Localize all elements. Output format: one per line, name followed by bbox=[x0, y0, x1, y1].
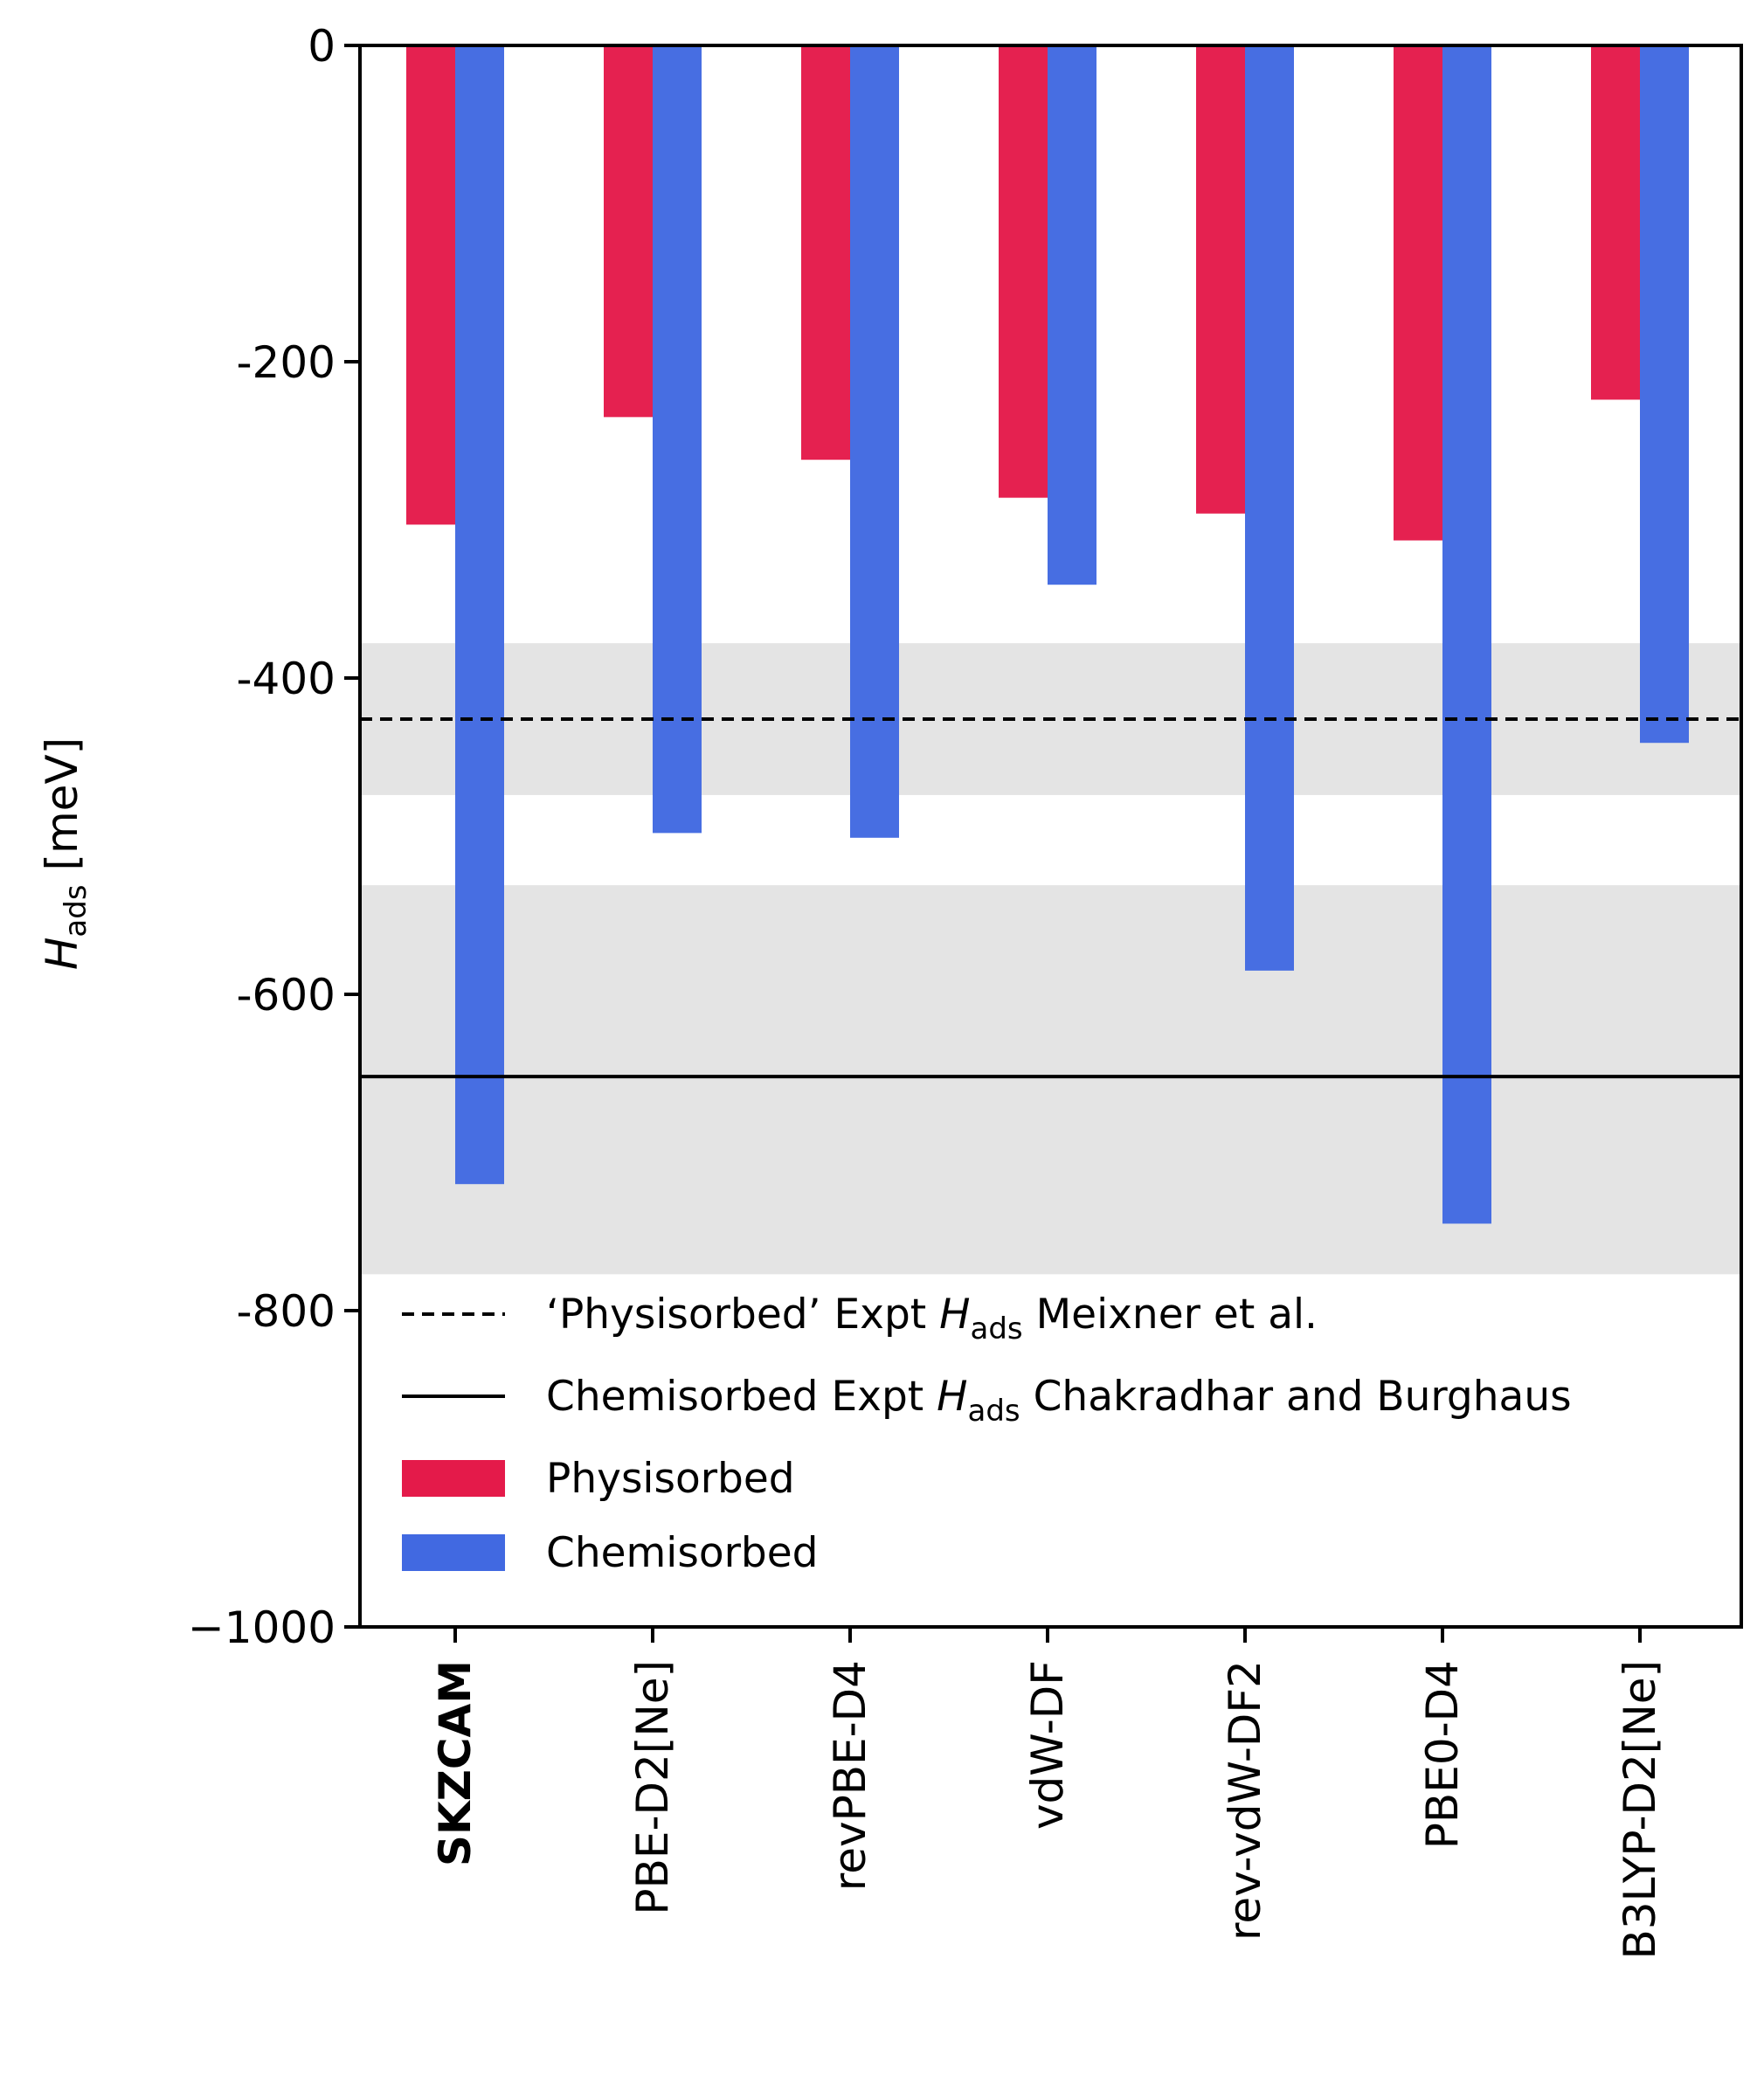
y-tick-label: -200 bbox=[237, 337, 336, 388]
legend-label: ‘Physisorbed’ Expt Hads Meixner et al. bbox=[546, 1291, 1318, 1346]
y-tick-label: -600 bbox=[237, 970, 336, 1021]
x-category-label: B3LYP-D2[Ne] bbox=[1615, 1660, 1665, 1959]
legend-label: Chemisorbed Expt Hads Chakradhar and Bur… bbox=[546, 1373, 1572, 1429]
legend-swatch-chemisorbed bbox=[402, 1534, 505, 1571]
legend: ‘Physisorbed’ Expt Hads Meixner et al. Ch… bbox=[402, 1291, 1572, 1577]
y-axis-label: Hads [meV] bbox=[37, 737, 93, 970]
legend-label: Physisorbed bbox=[546, 1455, 795, 1503]
reference-lines bbox=[360, 717, 1741, 1079]
bar-physisorbed-6 bbox=[1591, 45, 1640, 400]
bar-physisorbed-5 bbox=[1394, 45, 1442, 541]
bar-chemisorbed-1 bbox=[653, 45, 702, 834]
y-tick-label: -800 bbox=[237, 1286, 336, 1337]
bar-chemisorbed-0 bbox=[455, 45, 504, 1185]
band-1 bbox=[360, 885, 1741, 1275]
legend-label: Chemisorbed bbox=[546, 1529, 819, 1577]
bar-chemisorbed-5 bbox=[1442, 45, 1491, 1224]
x-category-label: PBE-D2[Ne] bbox=[627, 1660, 678, 1915]
legend-swatch-physisorbed bbox=[402, 1460, 505, 1497]
x-category-label: rev-vdW-DF2 bbox=[1220, 1660, 1270, 1941]
axes: 0 -200 -400 -600 -800 −1000 Hads [meV] SKZCAM PB… bbox=[37, 21, 1743, 1959]
plot-frame bbox=[358, 44, 1743, 1629]
bar-chemisorbed-4 bbox=[1245, 45, 1294, 971]
x-category-label: SKZCAM bbox=[430, 1660, 481, 1866]
y-tick-label: -400 bbox=[237, 654, 336, 704]
bar-physisorbed-0 bbox=[406, 45, 455, 525]
x-category-label: PBE0-D4 bbox=[1417, 1660, 1468, 1849]
y-tick-label: −1000 bbox=[188, 1602, 336, 1653]
bar-physisorbed-2 bbox=[801, 45, 850, 460]
y-tick-label: 0 bbox=[308, 21, 336, 72]
experimental-range-bands bbox=[360, 643, 1741, 1275]
bar-chemisorbed-2 bbox=[850, 45, 899, 838]
x-category-label: revPBE-D4 bbox=[825, 1660, 875, 1891]
bar-series bbox=[406, 45, 1689, 1224]
x-category-label: vdW-DF bbox=[1022, 1660, 1073, 1830]
bar-physisorbed-4 bbox=[1196, 45, 1245, 514]
bar-physisorbed-3 bbox=[999, 45, 1048, 498]
bar-physisorbed-1 bbox=[604, 45, 653, 418]
bar-chemisorbed-3 bbox=[1048, 45, 1096, 585]
bar-chemisorbed-6 bbox=[1640, 45, 1689, 744]
